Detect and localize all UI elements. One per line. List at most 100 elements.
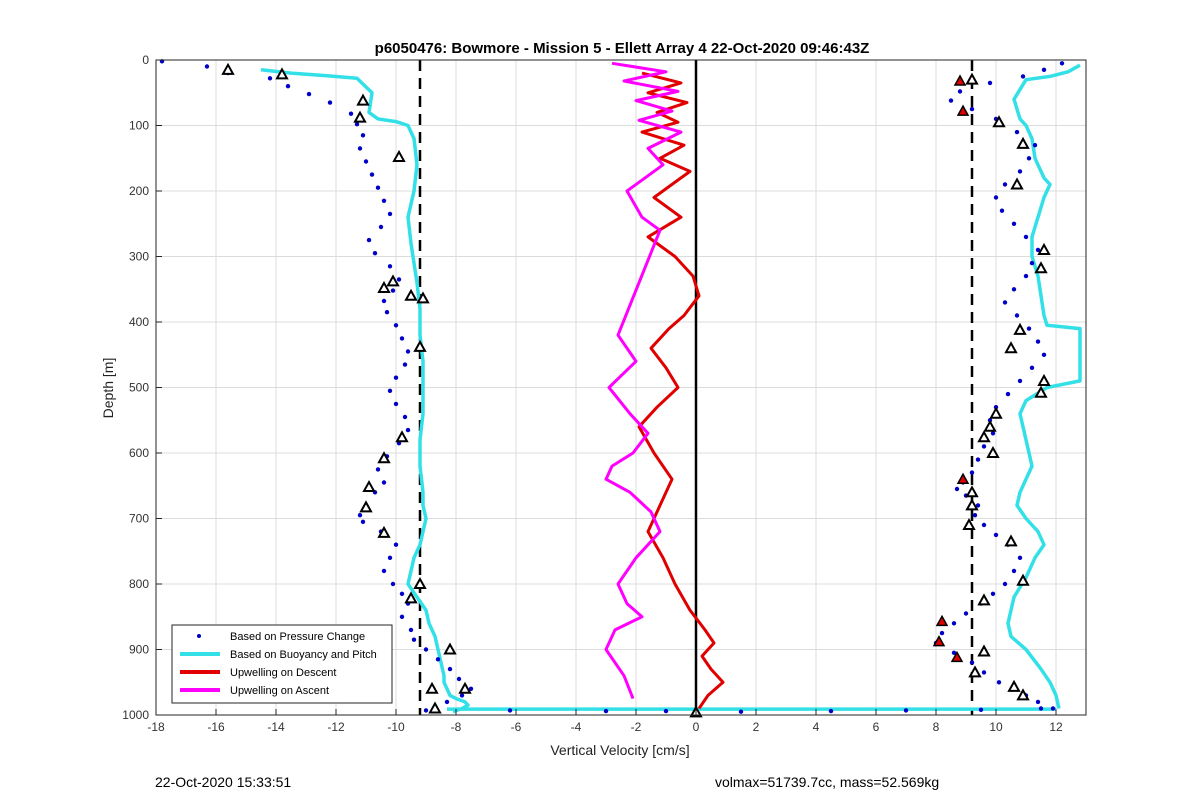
x-axis-ticks: -18 -16 -14 -12 -10 -8 -6 -4 -2 0 2 4 6 8 10 12 bbox=[147, 709, 1063, 734]
x-tick-label: 4 bbox=[813, 720, 820, 734]
data-point-based-on-pressure-change bbox=[1014, 313, 1020, 318]
data-point-based-on-pressure-change bbox=[393, 542, 399, 547]
triangle-marker bbox=[1034, 385, 1048, 398]
legend-item-pressure: Based on Pressure Change bbox=[197, 631, 365, 643]
data-point-based-on-pressure-change bbox=[399, 591, 405, 596]
triangle-marker bbox=[428, 701, 442, 714]
grid bbox=[155, 59, 1086, 716]
data-point-based-on-pressure-change bbox=[987, 80, 993, 86]
triangle-marker bbox=[458, 681, 472, 694]
data-point-based-on-pressure-change bbox=[405, 349, 411, 354]
data-point-based-on-pressure-change bbox=[393, 401, 399, 407]
data-point-based-on-pressure-change bbox=[357, 146, 363, 151]
x-tick-label: -8 bbox=[451, 720, 462, 734]
triangle-marker bbox=[404, 288, 418, 301]
data-point-based-on-pressure-change bbox=[939, 630, 945, 636]
triangle-marker bbox=[989, 406, 1003, 419]
data-point-based-on-pressure-change bbox=[1035, 247, 1041, 253]
data-point-based-on-pressure-change bbox=[1020, 74, 1026, 79]
triangle-marker bbox=[1016, 688, 1030, 701]
data-point-based-on-pressure-change bbox=[990, 431, 996, 436]
data-point-based-on-pressure-change bbox=[444, 699, 450, 705]
triangle-marker bbox=[977, 593, 991, 606]
data-point-based-on-pressure-change bbox=[978, 707, 984, 712]
data-point-based-on-pressure-change bbox=[390, 288, 396, 293]
data-point-based-on-pressure-change bbox=[402, 414, 408, 420]
series-based-on-pressure-change bbox=[159, 59, 1065, 714]
data-point-based-on-pressure-change bbox=[828, 708, 834, 714]
data-point-based-on-pressure-change bbox=[663, 708, 669, 714]
data-point-based-on-pressure-change bbox=[390, 581, 396, 587]
data-point-based-on-pressure-change bbox=[348, 111, 354, 116]
triangle-marker bbox=[221, 62, 235, 75]
legend-label-pressure: Based on Pressure Change bbox=[230, 631, 365, 643]
data-point-based-on-pressure-change bbox=[381, 298, 387, 304]
triangle-marker bbox=[965, 485, 979, 498]
series-line-based-on-buoyancy-and-pitch bbox=[1006, 63, 1082, 709]
data-point-based-on-pressure-change bbox=[306, 91, 312, 97]
y-tick-label: 900 bbox=[129, 643, 149, 657]
series-line-upwelling-on-ascent bbox=[604, 61, 683, 700]
chart-title: p6050476: Bowmore - Mission 5 - Ellett A… bbox=[375, 40, 870, 57]
data-point-based-on-pressure-change bbox=[981, 444, 987, 449]
data-point-based-on-pressure-change bbox=[969, 660, 975, 665]
y-axis-ticks: 0 100 200 300 400 500 600 700 800 900 1000 bbox=[122, 53, 162, 722]
triangle-marker bbox=[965, 498, 979, 511]
triangle-marker bbox=[395, 430, 409, 443]
data-point-based-on-pressure-change bbox=[459, 693, 465, 698]
triangle-marker bbox=[353, 110, 367, 123]
triangle-marker bbox=[1034, 261, 1048, 274]
data-point-based-on-pressure-change bbox=[384, 310, 390, 315]
data-point-based-on-pressure-change bbox=[975, 457, 981, 462]
data-point-based-on-pressure-change bbox=[423, 708, 429, 713]
triangle-marker bbox=[1007, 679, 1021, 692]
triangle-marker-red bbox=[932, 635, 946, 647]
data-point-based-on-pressure-change bbox=[381, 198, 387, 203]
data-point-based-on-pressure-change bbox=[951, 621, 957, 626]
data-point-based-on-pressure-change bbox=[411, 637, 417, 642]
triangle-marker bbox=[416, 291, 430, 304]
data-point-based-on-pressure-change bbox=[1050, 706, 1056, 711]
data-point-based-on-pressure-change bbox=[369, 172, 375, 177]
triangle-marker bbox=[1037, 242, 1051, 255]
data-point-based-on-pressure-change bbox=[393, 375, 399, 380]
data-point-based-on-pressure-change bbox=[999, 208, 1005, 213]
triangle-marker bbox=[965, 72, 979, 85]
data-point-based-on-pressure-change bbox=[381, 568, 387, 574]
triangle-marker bbox=[377, 280, 391, 293]
triangle-marker bbox=[275, 67, 289, 80]
x-tick-label: -2 bbox=[631, 720, 642, 734]
reference-lines bbox=[418, 60, 974, 715]
legend-item-descent: Upwelling on Descent bbox=[180, 667, 336, 679]
x-tick-label: 12 bbox=[1049, 720, 1063, 734]
data-point-based-on-pressure-change bbox=[399, 614, 405, 619]
data-point-based-on-pressure-change bbox=[393, 323, 399, 328]
footer-vol-mass: volmax=51739.7cc, mass=52.569kg bbox=[715, 774, 939, 790]
triangle-marker bbox=[377, 451, 391, 464]
data-point-based-on-pressure-change bbox=[993, 532, 999, 538]
data-point-based-on-pressure-change bbox=[603, 708, 609, 714]
data-point-based-on-pressure-change bbox=[1002, 182, 1008, 187]
data-point-based-on-pressure-change bbox=[372, 251, 378, 256]
data-point-based-on-pressure-change bbox=[951, 650, 957, 655]
data-point-based-on-pressure-change bbox=[738, 709, 744, 714]
x-tick-label: -10 bbox=[387, 720, 405, 734]
triangle-marker bbox=[1010, 177, 1024, 190]
data-point-based-on-pressure-change bbox=[387, 388, 393, 393]
data-point-based-on-pressure-change bbox=[399, 336, 405, 341]
data-point-based-on-pressure-change bbox=[1026, 156, 1032, 161]
data-point-based-on-pressure-change bbox=[1029, 260, 1035, 266]
data-point-based-on-pressure-change bbox=[1059, 61, 1065, 66]
triangle-marker bbox=[377, 525, 391, 538]
x-tick-label: 0 bbox=[693, 720, 700, 734]
x-tick-label: 2 bbox=[753, 720, 760, 734]
data-point-based-on-pressure-change bbox=[981, 522, 987, 528]
data-point-based-on-pressure-change bbox=[1017, 555, 1023, 560]
triangle-marker bbox=[1016, 136, 1030, 149]
data-point-based-on-pressure-change bbox=[375, 185, 381, 190]
x-tick-label: -6 bbox=[511, 720, 522, 734]
legend-item-buoyancy: Based on Buoyancy and Pitch bbox=[180, 649, 377, 661]
triangle-marker bbox=[1016, 573, 1030, 586]
data-point-based-on-pressure-change bbox=[396, 277, 402, 282]
